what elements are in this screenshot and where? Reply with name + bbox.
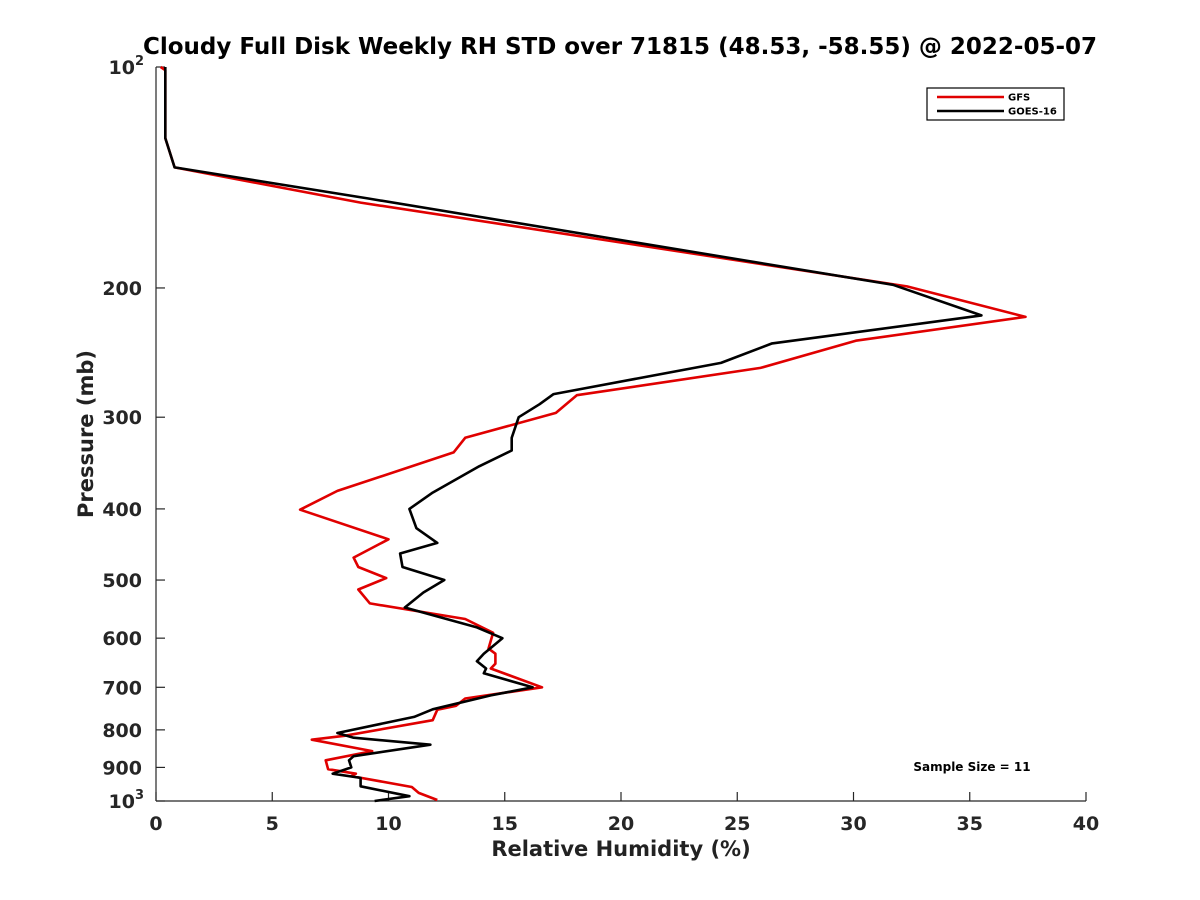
- legend-box: [926, 87, 1065, 121]
- y-tick-base: 10: [109, 57, 135, 79]
- series-line-goes-16: [164, 67, 983, 803]
- x-tick-label: 5: [266, 813, 279, 835]
- x-tick-label: 25: [724, 813, 750, 835]
- x-tick-label: 20: [608, 813, 634, 835]
- y-tick-label: 300: [102, 407, 142, 429]
- series-lines: [159, 65, 1027, 803]
- sample-size-annotation: Sample Size = 11: [913, 760, 1030, 774]
- x-ticks: 0 5 10 15 20 25 30 35 40: [149, 792, 1099, 835]
- chart-title: Cloudy Full Disk Weekly RH STD over 7181…: [143, 34, 1097, 60]
- x-tick-label: 10: [375, 813, 401, 835]
- y-tick-label: 800: [102, 720, 142, 742]
- legend-label: GOES-16: [1008, 107, 1057, 118]
- y-tick-label: 400: [102, 499, 142, 521]
- y-tick-label: 700: [102, 677, 142, 699]
- y-tick-exponent: 2: [135, 54, 144, 69]
- legend-label: GFS: [1008, 93, 1030, 104]
- y-tick-label: 103: [109, 788, 145, 813]
- y-tick-label: 600: [102, 628, 142, 650]
- x-tick-label: 0: [149, 813, 162, 835]
- legend: GFS GOES-16: [926, 87, 1065, 121]
- x-axis-label: Relative Humidity (%): [491, 837, 750, 861]
- y-tick-label: 900: [102, 757, 142, 779]
- x-tick-label: 15: [492, 813, 518, 835]
- y-tick-label: 200: [102, 278, 142, 300]
- y-tick-label: 500: [102, 570, 142, 592]
- y-axis-label: Pressure (mb): [74, 350, 98, 518]
- x-tick-label: 35: [957, 813, 983, 835]
- x-tick-label: 30: [840, 813, 866, 835]
- y-tick-base: 10: [109, 791, 135, 813]
- x-tick-label: 40: [1073, 813, 1099, 835]
- y-tick-label: 102: [109, 54, 145, 79]
- y-tick-exponent: 3: [135, 788, 144, 803]
- plot-area: 0 5 10 15 20 25 30 35 40 10220030040050060070080…: [102, 54, 1099, 835]
